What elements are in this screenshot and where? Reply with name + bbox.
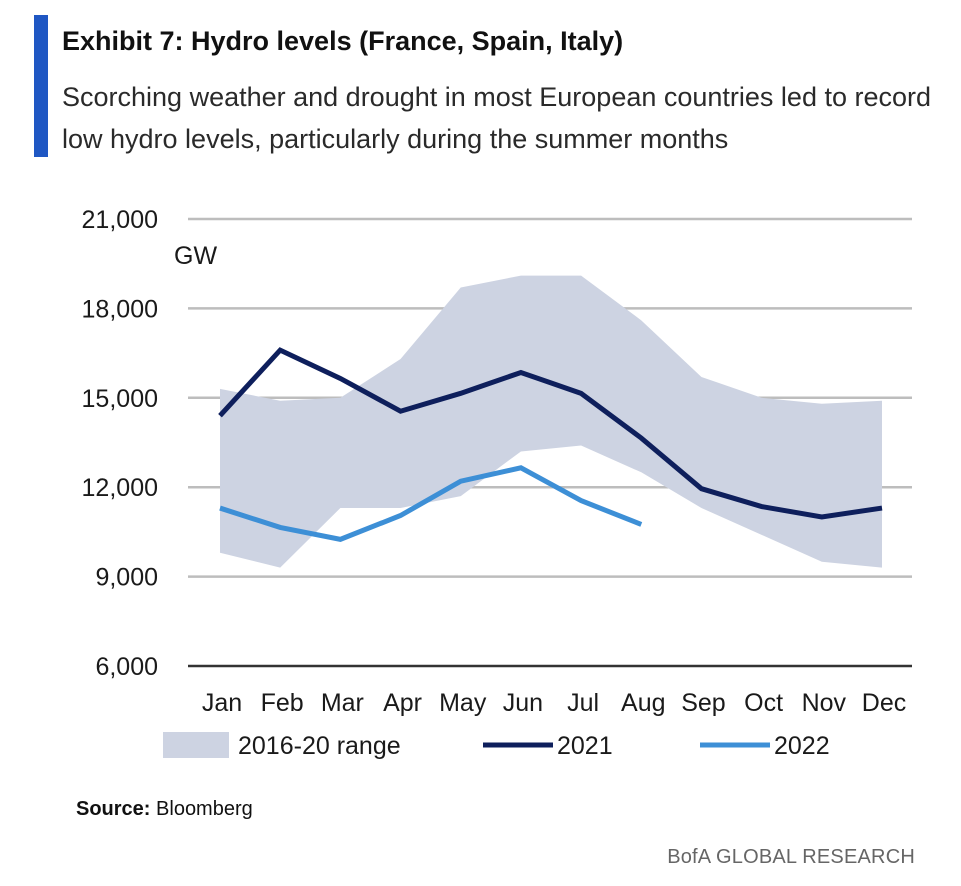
- source-note: Source: Bloomberg: [76, 798, 253, 821]
- y-tick-label: 18,000: [82, 295, 158, 323]
- series-line-2021: [218, 347, 883, 520]
- source-value: Bloomberg: [156, 798, 253, 820]
- chart-title: Exhibit 7: Hydro levels (France, Spain, …: [62, 26, 624, 56]
- x-tick-label: Sep: [681, 689, 725, 717]
- legend-swatch-range: [163, 732, 229, 758]
- accent-bar: [34, 15, 48, 157]
- y-tick-label: 6,000: [95, 653, 158, 681]
- source-label: Source:: [76, 798, 151, 820]
- y-tick-label: 21,000: [82, 206, 158, 234]
- y-tick-label: 15,000: [82, 385, 158, 413]
- x-tick-label: Nov: [802, 689, 847, 717]
- x-tick-label: Dec: [862, 689, 906, 717]
- x-tick-label: Aug: [621, 689, 665, 717]
- y-tick-label: 9,000: [95, 564, 158, 592]
- series-line-2022: [219, 465, 643, 542]
- x-tick-label: Jun: [503, 689, 543, 717]
- chart-subtitle: Scorching weather and drought in most Eu…: [62, 82, 932, 154]
- x-tick-label: Jan: [202, 689, 242, 717]
- legend-label-2021: 2021: [557, 732, 613, 760]
- x-tick-label: Jul: [567, 689, 599, 717]
- legend-label-2022: 2022: [774, 732, 830, 760]
- x-tick-label: Apr: [383, 689, 422, 717]
- x-tick-label: May: [439, 689, 487, 717]
- y-unit-label: GW: [174, 242, 217, 270]
- brand-label: BofA GLOBAL RESEARCH: [667, 846, 915, 868]
- x-tick-label: Oct: [744, 689, 783, 717]
- legend-label-range: 2016-20 range: [238, 732, 401, 760]
- range-band-2016-20: [220, 275, 882, 568]
- x-tick-label: Feb: [261, 689, 304, 717]
- y-tick-label: 12,000: [82, 474, 158, 502]
- hydro-levels-chart: 6,000 9,000 12,000 15,000 18,000 21,000 GW Jan F…: [82, 206, 912, 760]
- x-tick-label: Mar: [321, 689, 364, 717]
